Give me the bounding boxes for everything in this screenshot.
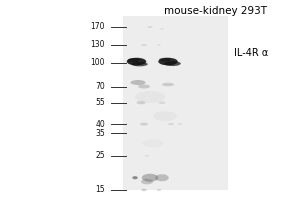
Ellipse shape	[130, 80, 146, 85]
Text: 70: 70	[95, 82, 105, 91]
Text: 130: 130	[91, 40, 105, 49]
Ellipse shape	[128, 58, 140, 62]
Ellipse shape	[159, 58, 171, 61]
Ellipse shape	[157, 189, 161, 191]
Ellipse shape	[160, 28, 164, 30]
Ellipse shape	[136, 101, 146, 104]
Text: IL-4R α: IL-4R α	[234, 48, 268, 58]
Ellipse shape	[140, 123, 148, 126]
Ellipse shape	[147, 26, 153, 28]
Ellipse shape	[127, 58, 146, 65]
Ellipse shape	[141, 189, 147, 191]
Ellipse shape	[142, 139, 164, 147]
Text: mouse-kidney 293T: mouse-kidney 293T	[164, 6, 268, 16]
Ellipse shape	[131, 62, 148, 66]
Ellipse shape	[142, 174, 158, 182]
Ellipse shape	[162, 83, 174, 86]
Ellipse shape	[145, 155, 149, 157]
Ellipse shape	[132, 176, 138, 179]
Text: 40: 40	[95, 120, 105, 129]
Ellipse shape	[159, 102, 165, 104]
Ellipse shape	[141, 44, 147, 46]
Ellipse shape	[158, 58, 178, 65]
Text: 15: 15	[95, 185, 105, 194]
Bar	[123, 16, 228, 190]
Ellipse shape	[138, 85, 150, 89]
Text: 55: 55	[95, 98, 105, 107]
Ellipse shape	[168, 123, 174, 125]
Text: 100: 100	[91, 58, 105, 67]
Ellipse shape	[153, 111, 177, 121]
Ellipse shape	[178, 123, 182, 125]
Ellipse shape	[164, 61, 181, 66]
Ellipse shape	[135, 91, 165, 103]
Text: 35: 35	[95, 129, 105, 138]
Text: 170: 170	[91, 22, 105, 31]
Ellipse shape	[157, 44, 161, 46]
Ellipse shape	[141, 179, 153, 184]
Text: 25: 25	[95, 151, 105, 160]
Ellipse shape	[155, 174, 169, 181]
